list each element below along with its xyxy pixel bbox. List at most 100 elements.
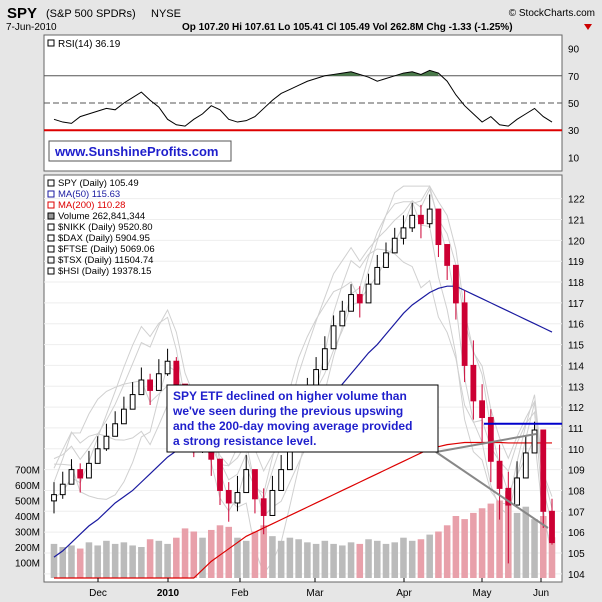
volume-tick-label: 500M xyxy=(15,497,40,508)
x-tick-label: Jun xyxy=(533,588,549,599)
candle-body xyxy=(68,469,75,485)
volume-bar xyxy=(59,547,67,578)
candle-body xyxy=(164,360,171,375)
candle-body xyxy=(243,469,250,494)
annotation-line: a strong resistance level. xyxy=(173,434,316,448)
volume-bar xyxy=(242,540,250,578)
candle-body xyxy=(522,452,529,479)
x-tick-label: Feb xyxy=(231,588,249,599)
candle-body xyxy=(155,373,162,391)
price-y-axis: 104 105 106 107 108 109 110 111 112 113 114 115 116 1… xyxy=(568,195,585,581)
volume-tick-label: 100M xyxy=(15,559,40,570)
volume-bar xyxy=(155,540,163,578)
candle-body xyxy=(147,379,154,391)
rsi-line-group xyxy=(53,69,553,127)
rsi-line xyxy=(53,69,553,127)
x-tick-label: 2010 xyxy=(157,588,180,599)
candle-body xyxy=(51,494,57,502)
volume-bar xyxy=(85,542,93,578)
legend-entry: MA(200) 110.28 xyxy=(58,200,125,211)
legend-entry: $TSX (Daily) 11504.74 xyxy=(58,255,153,266)
volume-bar xyxy=(181,528,189,578)
volume-bar xyxy=(138,547,145,578)
volume-bar xyxy=(513,512,521,578)
legend-entry: SPY (Daily) 105.49 xyxy=(58,178,139,189)
volume-bar xyxy=(216,525,224,578)
annotation-line: and the 200-day moving average provided xyxy=(173,419,412,433)
price-tick-label: 110 xyxy=(568,445,584,456)
annotation-line: SPY ETF declined on higher volume than xyxy=(173,389,407,403)
volume-bar xyxy=(269,536,276,578)
annotation-text: SPY ETF declined on higher volume than we… xyxy=(172,389,412,448)
volume-bar xyxy=(408,540,416,578)
price-tick-label: 111 xyxy=(568,424,584,435)
volume-bar xyxy=(164,543,171,578)
candle-body xyxy=(409,214,416,229)
price-tick-label: 121 xyxy=(568,216,585,227)
volume-bar xyxy=(120,542,128,578)
x-axis: Dec 2010 Feb Mar Apr May Jun xyxy=(89,578,549,599)
candle-body xyxy=(330,325,337,350)
price-tick-label: 117 xyxy=(568,299,584,310)
candle-body xyxy=(138,379,145,396)
x-tick-label: May xyxy=(473,588,492,599)
volume-bar xyxy=(103,540,110,578)
price-tick-label: 104 xyxy=(568,570,585,581)
volume-bar xyxy=(321,540,329,578)
candle-body xyxy=(278,469,285,491)
legend-entry: Volume 262,841,344 xyxy=(58,211,145,222)
volume-bar xyxy=(347,542,355,578)
volume-bar xyxy=(487,503,495,578)
candle-body xyxy=(383,252,389,268)
volume-bar xyxy=(461,519,468,578)
volume-bar xyxy=(435,531,442,578)
volume-tick-label: 400M xyxy=(15,512,40,523)
ticker-name: (S&P 500 SPDRs) xyxy=(46,8,136,20)
rsi-tick-label: 70 xyxy=(568,72,580,83)
volume-tick-label: 600M xyxy=(15,481,40,492)
legend-entry: $HSI (Daily) 19378.15 xyxy=(58,266,151,277)
candle-body xyxy=(252,469,258,500)
price-tick-label: 114 xyxy=(568,361,584,372)
index-overlays xyxy=(53,185,553,575)
x-tick-label: Mar xyxy=(306,588,324,599)
candle-body xyxy=(173,360,180,385)
volume-bar xyxy=(190,531,198,578)
price-tick-label: 120 xyxy=(568,236,585,247)
ma200-line xyxy=(54,441,552,579)
candle-body xyxy=(426,208,433,225)
candle-body xyxy=(418,214,424,225)
legend-marker xyxy=(47,179,55,187)
volume-bar xyxy=(277,540,285,578)
candle-body xyxy=(514,477,520,506)
rsi-title-marker xyxy=(47,39,55,47)
volume-bar xyxy=(111,543,119,578)
volume-tick-label: 200M xyxy=(15,543,40,554)
annotation-box xyxy=(166,384,439,453)
legend-marker xyxy=(47,190,55,198)
volume-tick-label: 300M xyxy=(15,528,40,539)
candle-body xyxy=(260,498,267,516)
price-tick-label: 108 xyxy=(568,486,585,497)
rsi-tick-label: 10 xyxy=(568,153,580,164)
candle-body xyxy=(391,237,398,254)
volume-bar xyxy=(68,545,75,578)
candle-body xyxy=(86,462,92,479)
candle-body xyxy=(479,400,486,419)
price-tick-label: 118 xyxy=(568,278,584,289)
down-arrow-icon xyxy=(584,24,592,30)
legend-marker xyxy=(47,223,55,231)
ma200-line-group xyxy=(54,441,552,579)
rsi-title: RSI(14) 36.19 xyxy=(58,39,121,50)
legend-marker xyxy=(47,234,55,242)
candle-body xyxy=(452,264,459,304)
volume-bar xyxy=(304,542,311,578)
candle-body xyxy=(321,348,328,371)
legend-entry: MA(50) 115.63 xyxy=(58,189,120,200)
candle-body xyxy=(217,458,223,491)
volume-bar xyxy=(443,525,451,578)
candle-body xyxy=(435,208,442,246)
candle-body xyxy=(549,510,555,544)
rsi-y-axis: 10 30 50 70 90 xyxy=(568,45,580,165)
